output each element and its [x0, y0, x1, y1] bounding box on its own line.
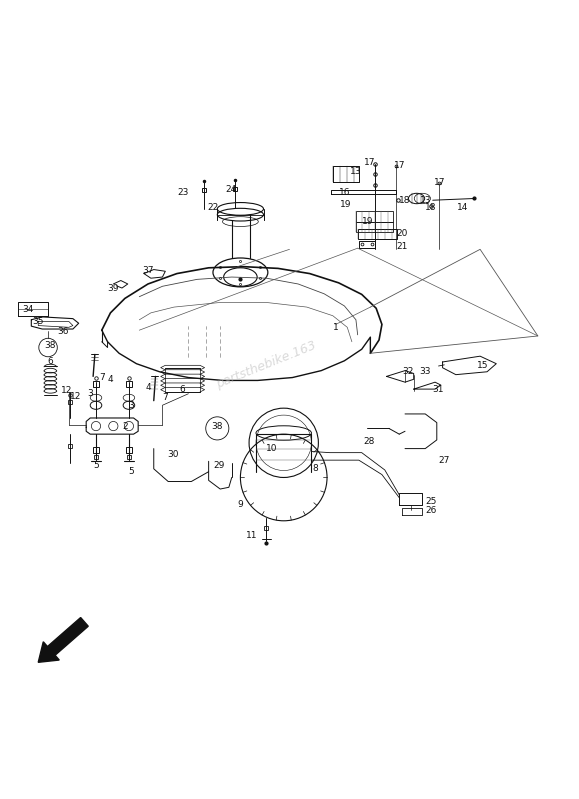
Text: 7: 7 [99, 373, 105, 382]
Text: 21: 21 [397, 242, 408, 251]
Text: 27: 27 [439, 455, 450, 465]
Text: 6: 6 [179, 384, 185, 394]
Text: 1: 1 [333, 323, 339, 332]
Text: 28: 28 [364, 436, 375, 446]
Text: 20: 20 [397, 229, 408, 237]
Text: 5: 5 [128, 467, 134, 476]
Text: 39: 39 [108, 284, 119, 292]
Text: 29: 29 [213, 462, 225, 471]
Text: 33: 33 [420, 368, 431, 376]
Text: 30: 30 [167, 450, 178, 459]
Text: 18: 18 [400, 196, 411, 205]
Text: 13: 13 [420, 196, 431, 205]
Text: 31: 31 [433, 384, 444, 394]
Text: 32: 32 [402, 368, 413, 376]
FancyArrow shape [38, 618, 88, 662]
Text: 17: 17 [364, 158, 375, 167]
Text: 12: 12 [70, 392, 82, 401]
Text: 34: 34 [23, 305, 34, 315]
Text: 3: 3 [87, 389, 93, 398]
Text: 9: 9 [237, 500, 243, 509]
Text: 7: 7 [163, 393, 168, 402]
Text: 13: 13 [350, 167, 362, 176]
Text: 22: 22 [208, 203, 219, 212]
Text: 2: 2 [122, 422, 128, 431]
Text: 17: 17 [394, 161, 405, 170]
Text: 15: 15 [477, 361, 489, 371]
Bar [358, 229, 397, 239]
Text: 19: 19 [362, 217, 373, 226]
Text: 3: 3 [128, 401, 134, 410]
Text: 25: 25 [426, 497, 437, 507]
Text: 35: 35 [32, 317, 44, 326]
Text: 16: 16 [339, 189, 350, 197]
Text: 26: 26 [426, 506, 437, 515]
Text: 14: 14 [457, 203, 468, 212]
Text: partsthebike.163: partsthebike.163 [214, 339, 318, 391]
Text: 5: 5 [93, 462, 99, 471]
Text: 17: 17 [434, 178, 445, 188]
Text: 24: 24 [225, 185, 236, 194]
Text: 4: 4 [108, 375, 113, 384]
Text: 38: 38 [44, 341, 56, 350]
Bar [356, 211, 394, 221]
Text: 12: 12 [61, 387, 73, 396]
Bar [356, 221, 394, 232]
Text: 4: 4 [145, 384, 151, 392]
Text: 38: 38 [211, 422, 223, 431]
Text: 18: 18 [425, 203, 437, 212]
Text: 19: 19 [340, 200, 352, 209]
Text: 36: 36 [57, 327, 69, 336]
Text: 37: 37 [142, 266, 154, 275]
Text: 23: 23 [177, 189, 188, 197]
Text: 11: 11 [246, 531, 258, 540]
Text: 6: 6 [47, 357, 53, 367]
Text: 8: 8 [313, 464, 318, 473]
Text: 10: 10 [266, 444, 278, 453]
